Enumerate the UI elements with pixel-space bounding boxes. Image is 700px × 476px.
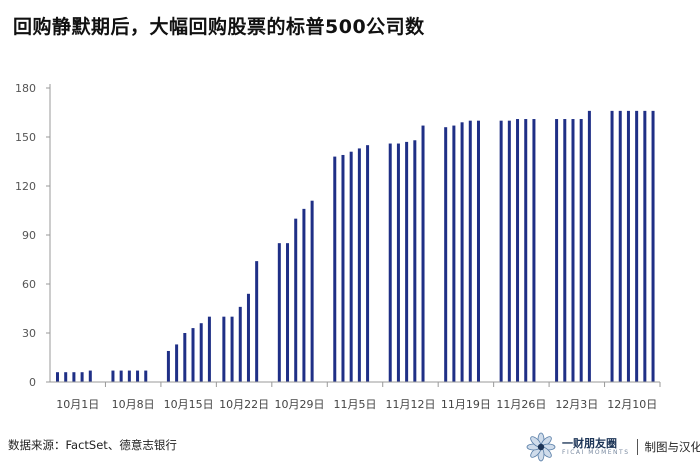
- y-tick-label: 120: [15, 180, 36, 193]
- bar: [610, 110, 614, 382]
- bar: [349, 151, 353, 382]
- bar: [618, 110, 622, 382]
- x-tick-label: 10月15日: [164, 398, 214, 411]
- bar: [357, 148, 361, 382]
- x-tick-label: 12月3日: [555, 398, 598, 411]
- bar: [452, 125, 456, 383]
- bar: [444, 127, 448, 382]
- bar: [626, 110, 630, 382]
- bar: [468, 120, 472, 383]
- bar: [207, 316, 211, 382]
- bar: [476, 120, 480, 383]
- bar: [80, 372, 84, 382]
- brand-watermark: 一财朋友圈 FICAI MOMENTS 制图与汉化: [526, 428, 700, 466]
- bar: [222, 316, 226, 382]
- bar: [199, 323, 203, 382]
- bar: [516, 119, 520, 383]
- x-tick-label: 11月5日: [334, 398, 377, 411]
- bar: [579, 119, 583, 383]
- bar: [255, 261, 259, 382]
- bar: [72, 372, 76, 382]
- y-tick-label: 30: [22, 327, 36, 340]
- x-tick-label: 10月29日: [275, 398, 325, 411]
- y-tick-label: 0: [29, 376, 36, 389]
- x-tick-label: 12月10日: [607, 398, 657, 411]
- x-tick-label: 11月12日: [385, 398, 435, 411]
- bar: [56, 372, 59, 382]
- bar: [460, 122, 464, 383]
- bars: [56, 110, 655, 383]
- bar: [524, 119, 528, 383]
- bar: [555, 119, 559, 383]
- y-axis: 0 30 60 90 120 150 180: [15, 82, 51, 389]
- bar: [286, 243, 290, 382]
- bar: [246, 293, 250, 382]
- bar: [302, 208, 306, 382]
- chart-title: 回购静默期后，大幅回购股票的标普500公司数: [13, 16, 425, 38]
- bar: [191, 328, 195, 382]
- brand-subtitle: FICAI MOMENTS: [562, 448, 630, 456]
- bar: [635, 110, 639, 382]
- bar: [507, 120, 511, 383]
- x-tick-label: 10月8日: [112, 398, 155, 411]
- brand-name: 一财朋友圈: [562, 436, 617, 450]
- bar: [421, 125, 425, 383]
- bar: [136, 370, 140, 382]
- y-tick-label: 180: [15, 82, 36, 95]
- bar: [64, 372, 68, 382]
- bar: [532, 119, 536, 383]
- bar: [396, 143, 400, 382]
- y-tick-label: 90: [22, 229, 36, 242]
- bar: [499, 120, 503, 383]
- x-tick-label: 11月19日: [441, 398, 491, 411]
- bar: [571, 119, 575, 383]
- x-tick-label: 11月26日: [496, 398, 546, 411]
- data-source: 数据来源：FactSet、德意志银行: [8, 438, 177, 452]
- bar: [119, 370, 123, 382]
- bar: [587, 110, 591, 382]
- brand-divider: [636, 439, 638, 455]
- bar: [277, 243, 281, 382]
- bar: [643, 110, 647, 382]
- x-tick-label: 10月22日: [219, 398, 269, 411]
- bar: [333, 156, 337, 382]
- bar: [230, 316, 234, 382]
- bar: [310, 200, 314, 382]
- bar: [144, 370, 148, 382]
- y-tick-label: 150: [15, 131, 36, 144]
- y-tick-label: 60: [22, 278, 36, 291]
- bar: [111, 370, 115, 382]
- bar: [294, 218, 298, 382]
- bar: [127, 370, 131, 382]
- bar: [366, 145, 370, 382]
- bar: [166, 350, 170, 382]
- flower-logo-icon: [526, 432, 556, 462]
- bar: [563, 119, 567, 383]
- x-tick-label: 10月1日: [56, 398, 99, 411]
- bar: [183, 333, 187, 382]
- bar: [405, 141, 409, 382]
- bar: [238, 306, 242, 382]
- bar: [88, 370, 92, 382]
- bar: [341, 154, 345, 382]
- x-axis: 10月1日 10月8日 10月15日 10月22日 10月29日 11月5日 11月12日 1…: [50, 381, 661, 411]
- bar: [388, 143, 392, 382]
- bar: [413, 140, 417, 382]
- brand-note: 制图与汉化: [644, 440, 700, 454]
- bar: [651, 110, 655, 382]
- bar: [175, 344, 179, 382]
